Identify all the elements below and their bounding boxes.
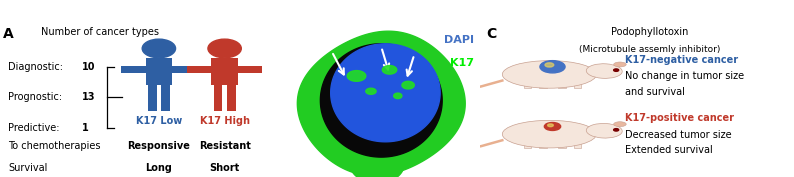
Polygon shape <box>366 88 376 94</box>
FancyBboxPatch shape <box>121 66 145 73</box>
FancyBboxPatch shape <box>558 82 565 88</box>
FancyBboxPatch shape <box>574 82 581 88</box>
Polygon shape <box>402 81 414 89</box>
FancyBboxPatch shape <box>524 82 531 88</box>
Text: Predictive:: Predictive: <box>8 123 60 133</box>
Ellipse shape <box>614 122 626 127</box>
Polygon shape <box>394 93 402 99</box>
Text: Number of cancer types: Number of cancer types <box>41 27 159 37</box>
Circle shape <box>545 63 553 67</box>
FancyBboxPatch shape <box>227 85 236 111</box>
Circle shape <box>142 39 175 58</box>
FancyBboxPatch shape <box>558 142 565 148</box>
Ellipse shape <box>586 64 622 78</box>
Text: Responsive: Responsive <box>128 141 191 151</box>
Text: Short: Short <box>210 163 240 173</box>
Text: and survival: and survival <box>625 87 684 97</box>
Circle shape <box>208 39 241 58</box>
Ellipse shape <box>503 120 596 148</box>
Ellipse shape <box>614 62 626 67</box>
Text: Prognostic:: Prognostic: <box>8 92 63 102</box>
Text: K17: K17 <box>450 58 474 68</box>
Polygon shape <box>331 44 440 142</box>
Text: K17-negative cancer: K17-negative cancer <box>625 55 738 64</box>
Circle shape <box>614 69 619 71</box>
Text: B: B <box>280 28 291 42</box>
Text: No change in tumor size: No change in tumor size <box>625 71 744 81</box>
Text: Extended survival: Extended survival <box>625 145 712 155</box>
Text: Resistant: Resistant <box>198 141 251 151</box>
FancyBboxPatch shape <box>539 142 547 148</box>
Text: To chemotherapies: To chemotherapies <box>8 141 101 151</box>
Polygon shape <box>297 31 465 176</box>
Text: K17 translocates into the nucleus: K17 translocates into the nucleus <box>295 7 460 17</box>
FancyBboxPatch shape <box>161 85 170 111</box>
Text: Long: Long <box>145 163 172 173</box>
FancyBboxPatch shape <box>148 85 156 111</box>
Text: Screen drugs to target K17 positive cells: Screen drugs to target K17 positive cell… <box>538 7 736 17</box>
Text: A: A <box>2 27 13 41</box>
FancyBboxPatch shape <box>211 58 238 85</box>
Text: K17 High: K17 High <box>199 116 249 126</box>
Text: C: C <box>487 27 497 41</box>
Text: K17 Low: K17 Low <box>136 116 182 126</box>
Polygon shape <box>321 44 442 157</box>
Text: Diagnostic:: Diagnostic: <box>8 62 64 72</box>
FancyBboxPatch shape <box>145 58 172 85</box>
FancyBboxPatch shape <box>524 142 531 148</box>
FancyBboxPatch shape <box>214 85 222 111</box>
Text: Survival: Survival <box>8 163 48 173</box>
FancyBboxPatch shape <box>574 142 581 148</box>
Text: Decreased tumor size: Decreased tumor size <box>625 130 731 139</box>
Circle shape <box>545 122 561 130</box>
Circle shape <box>614 129 619 131</box>
Text: (Microtubule assemly inhibitor): (Microtubule assemly inhibitor) <box>579 45 720 54</box>
Polygon shape <box>350 146 404 177</box>
Text: 1: 1 <box>83 123 89 133</box>
Polygon shape <box>383 65 397 74</box>
Polygon shape <box>347 71 366 81</box>
Text: K17-positive cancer: K17-positive cancer <box>625 113 734 123</box>
Text: DAPI: DAPI <box>444 35 474 45</box>
FancyBboxPatch shape <box>172 66 197 73</box>
Circle shape <box>540 61 565 73</box>
Ellipse shape <box>503 61 596 88</box>
FancyBboxPatch shape <box>187 66 211 73</box>
Text: K17 is a novel biomarker and drives chemoresistance: K17 is a novel biomarker and drives chem… <box>6 7 268 17</box>
Text: 13: 13 <box>83 92 96 102</box>
Text: 10: 10 <box>83 62 96 72</box>
Circle shape <box>548 124 553 127</box>
Text: Podophyllotoxin: Podophyllotoxin <box>611 27 688 37</box>
Ellipse shape <box>586 123 622 138</box>
FancyBboxPatch shape <box>539 82 547 88</box>
FancyBboxPatch shape <box>238 66 262 73</box>
